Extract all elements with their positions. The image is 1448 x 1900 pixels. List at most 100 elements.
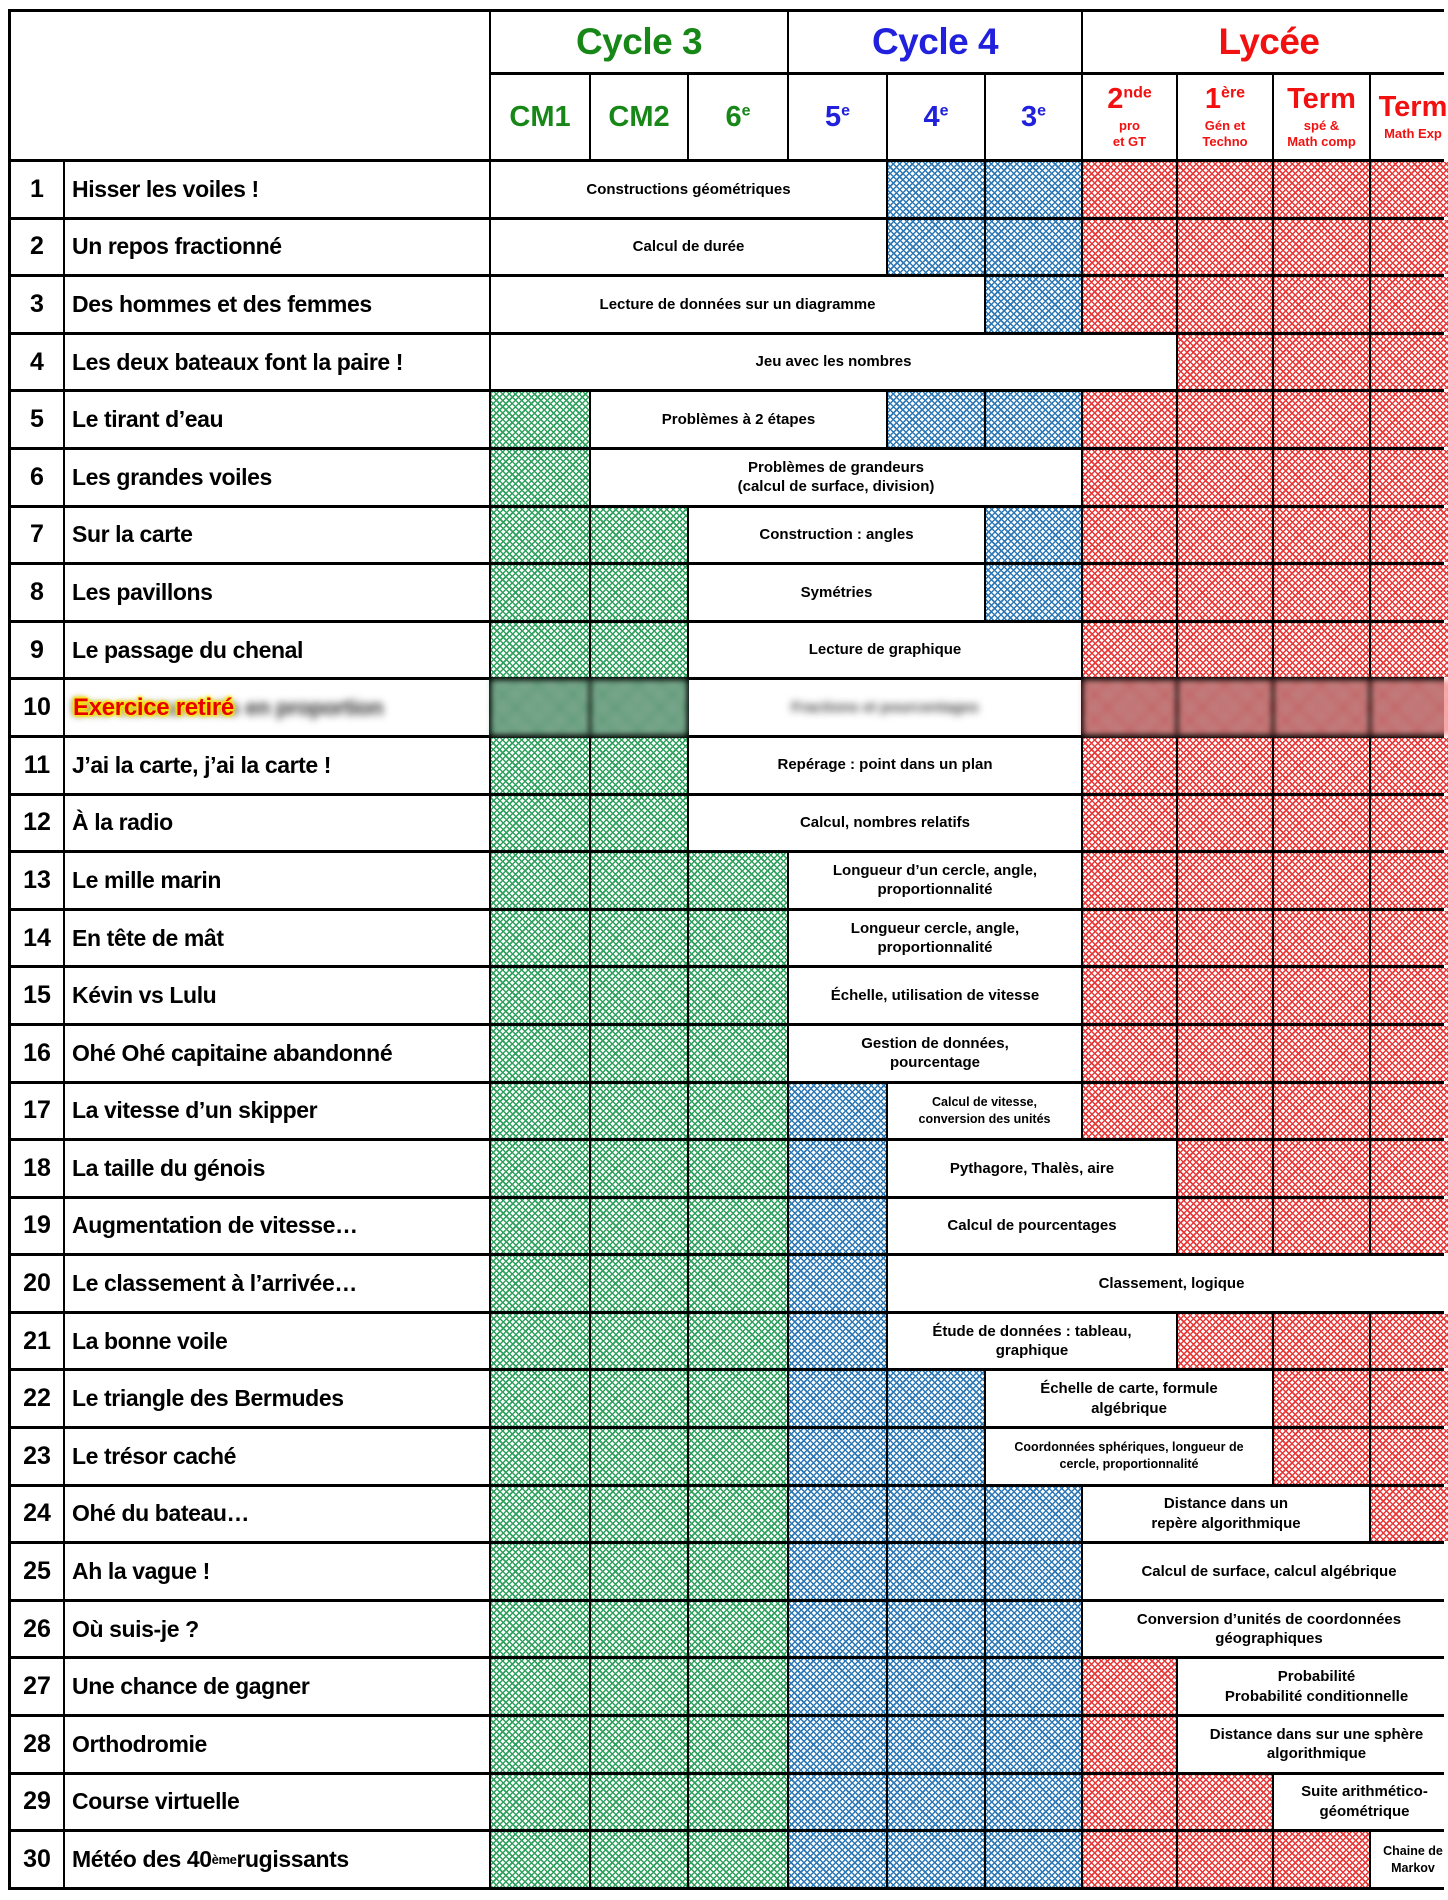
level-cell-lycee (1274, 795, 1369, 851)
level-cell-cycle4 (986, 507, 1081, 563)
level-cell-lycee (1274, 1371, 1369, 1427)
class-header-4: 5e (789, 75, 886, 159)
row-number: 27 (11, 1659, 63, 1715)
cycle-header-2: Cycle 4 (789, 12, 1081, 72)
exercise-title: Hisser les voiles ! (65, 162, 489, 217)
level-cell-cycle4 (888, 162, 984, 217)
level-cell-lycee (1371, 622, 1448, 678)
exercise-title-part: ème (211, 1852, 237, 1868)
level-cell-cycle3 (591, 1025, 687, 1081)
level-cell-cycle3 (591, 1256, 687, 1311)
level-cell-cycle3 (689, 1371, 787, 1427)
topic-cell: Problèmes à 2 étapes (591, 392, 886, 447)
level-cell-cycle3 (491, 795, 589, 851)
level-cell-cycle3 (689, 853, 787, 908)
level-cell-cycle3 (491, 1717, 589, 1772)
cycle-header-3: Lycée (1083, 12, 1448, 72)
retired-exercise-label: Exercice retiré (73, 693, 234, 721)
level-cell-cycle3 (591, 1429, 687, 1484)
class-header-6: 3e (986, 75, 1081, 159)
level-cell-lycee (1371, 680, 1448, 735)
level-cell-cycle3 (491, 1313, 589, 1369)
exercise-title: Une chance de gagner (65, 1659, 489, 1715)
level-cell-lycee (1178, 737, 1272, 793)
topic-cell: Construction : angles (689, 507, 984, 563)
level-cell-lycee (1178, 1832, 1272, 1887)
row-number: 17 (11, 1083, 63, 1139)
level-cell-cycle4 (888, 1486, 984, 1542)
level-cell-cycle3 (689, 1256, 787, 1311)
level-cell-lycee (1274, 219, 1369, 275)
level-cell-lycee (1274, 680, 1369, 735)
level-cell-lycee (1178, 622, 1272, 678)
level-cell-lycee (1274, 565, 1369, 620)
level-cell-lycee (1178, 853, 1272, 908)
level-cell-cycle3 (591, 1601, 687, 1657)
level-cell-lycee (1178, 1774, 1272, 1830)
exercise-title: J’ai la carte, j’ai la carte ! (65, 737, 489, 793)
exercise-title: Les deux bateaux font la paire ! (65, 334, 489, 390)
level-cell-lycee (1274, 737, 1369, 793)
level-cell-lycee (1274, 507, 1369, 563)
topic-cell: Distance dans un repère algorithmique (1083, 1486, 1369, 1542)
level-cell-cycle4 (986, 277, 1081, 332)
level-cell-lycee (1274, 853, 1369, 908)
exercise-title: Course virtuelle (65, 1774, 489, 1830)
topic-cell: Conversion d’unités de coordonnées géogr… (1083, 1601, 1448, 1657)
row-number: 3 (11, 277, 63, 332)
level-cell-cycle3 (689, 1486, 787, 1542)
level-cell-cycle3 (689, 1429, 787, 1484)
row-number: 16 (11, 1025, 63, 1081)
level-cell-cycle4 (789, 1544, 886, 1599)
level-cell-lycee (1083, 853, 1176, 908)
level-cell-cycle4 (789, 1429, 886, 1484)
level-cell-cycle4 (789, 1371, 886, 1427)
class-label-sup: e (939, 101, 949, 119)
class-label-sup: e (841, 101, 851, 119)
topic-cell: Calcul de durée (491, 219, 886, 275)
level-cell-cycle3 (591, 1717, 687, 1772)
level-cell-lycee (1371, 968, 1448, 1023)
row-number: 9 (11, 622, 63, 678)
level-cell-cycle4 (888, 1371, 984, 1427)
exercise-title: Où suis-je ? (65, 1601, 489, 1657)
exercise-title: En tête de mât (65, 910, 489, 966)
level-cell-lycee (1083, 1083, 1176, 1139)
level-cell-lycee (1371, 737, 1448, 793)
level-cell-cycle4 (986, 1659, 1081, 1715)
class-header-2: CM2 (591, 75, 687, 159)
level-cell-cycle4 (789, 1141, 886, 1196)
level-cell-cycle4 (888, 1659, 984, 1715)
topic-cell: Calcul de pourcentages (888, 1198, 1176, 1254)
row-number: 25 (11, 1544, 63, 1599)
level-cell-lycee (1083, 1659, 1176, 1715)
level-cell-cycle3 (689, 1025, 787, 1081)
level-cell-lycee (1083, 737, 1176, 793)
exercise-title: Le trésor caché (65, 1429, 489, 1484)
class-sublabel: Gén et Techno (1202, 117, 1248, 149)
row-number: 8 (11, 565, 63, 620)
level-cell-cycle3 (689, 1141, 787, 1196)
level-cell-cycle3 (689, 1717, 787, 1772)
level-cell-cycle4 (888, 219, 984, 275)
level-cell-cycle4 (789, 1601, 886, 1657)
level-cell-cycle3 (491, 507, 589, 563)
level-cell-cycle3 (689, 968, 787, 1023)
level-cell-cycle3 (591, 1544, 687, 1599)
class-label-sup: ère (1221, 84, 1246, 102)
topic-cell: Chaine de Markov (1371, 1832, 1448, 1887)
exercise-title: Le classement à l’arrivée… (65, 1256, 489, 1311)
level-cell-cycle3 (591, 1313, 687, 1369)
level-cell-cycle3 (591, 1083, 687, 1139)
level-cell-cycle3 (491, 1256, 589, 1311)
level-cell-cycle3 (591, 910, 687, 966)
level-cell-lycee (1178, 565, 1272, 620)
level-cell-lycee (1083, 1025, 1176, 1081)
row-number: 13 (11, 853, 63, 908)
topic-cell: Problèmes de grandeurs (calcul de surfac… (591, 449, 1081, 505)
level-cell-cycle4 (789, 1717, 886, 1772)
level-cell-lycee (1371, 1025, 1448, 1081)
row-number: 2 (11, 219, 63, 275)
level-cell-lycee (1274, 1141, 1369, 1196)
topic-cell: Probabilité Probabilité conditionnelle (1178, 1659, 1448, 1715)
